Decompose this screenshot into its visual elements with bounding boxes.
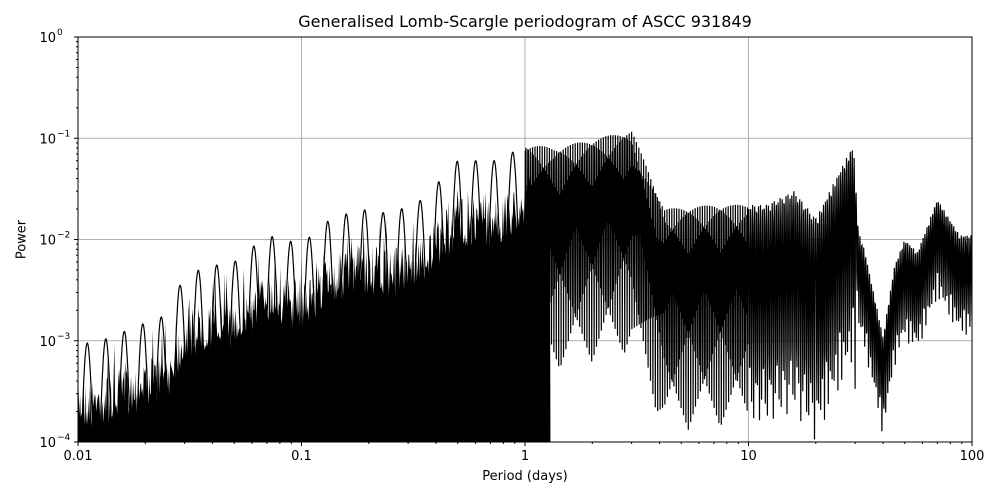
x-tick-label: 10 [740, 449, 757, 464]
dense-noise-fill [78, 174, 551, 442]
x-tick-label: 100 [960, 449, 985, 464]
x-tick-label: 0.1 [291, 449, 312, 464]
x-tick-label: 1 [521, 449, 529, 464]
y-tick-exponent: −4 [57, 433, 71, 443]
y-tick-label: 10 [39, 132, 56, 147]
y-tick-exponent: 0 [57, 28, 63, 38]
x-tick-label: 0.01 [64, 449, 93, 464]
chart-title: Generalised Lomb-Scargle periodogram of … [298, 12, 752, 31]
y-tick-label: 10 [39, 234, 56, 249]
y-tick-exponent: −1 [57, 129, 70, 139]
y-tick-label: 10 [39, 436, 56, 451]
y-tick-exponent: −2 [57, 231, 70, 241]
y-tick-label: 10 [39, 31, 56, 46]
x-axis-label: Period (days) [482, 469, 568, 484]
y-tick-exponent: −3 [57, 332, 70, 342]
y-tick-label: 10 [39, 335, 56, 350]
